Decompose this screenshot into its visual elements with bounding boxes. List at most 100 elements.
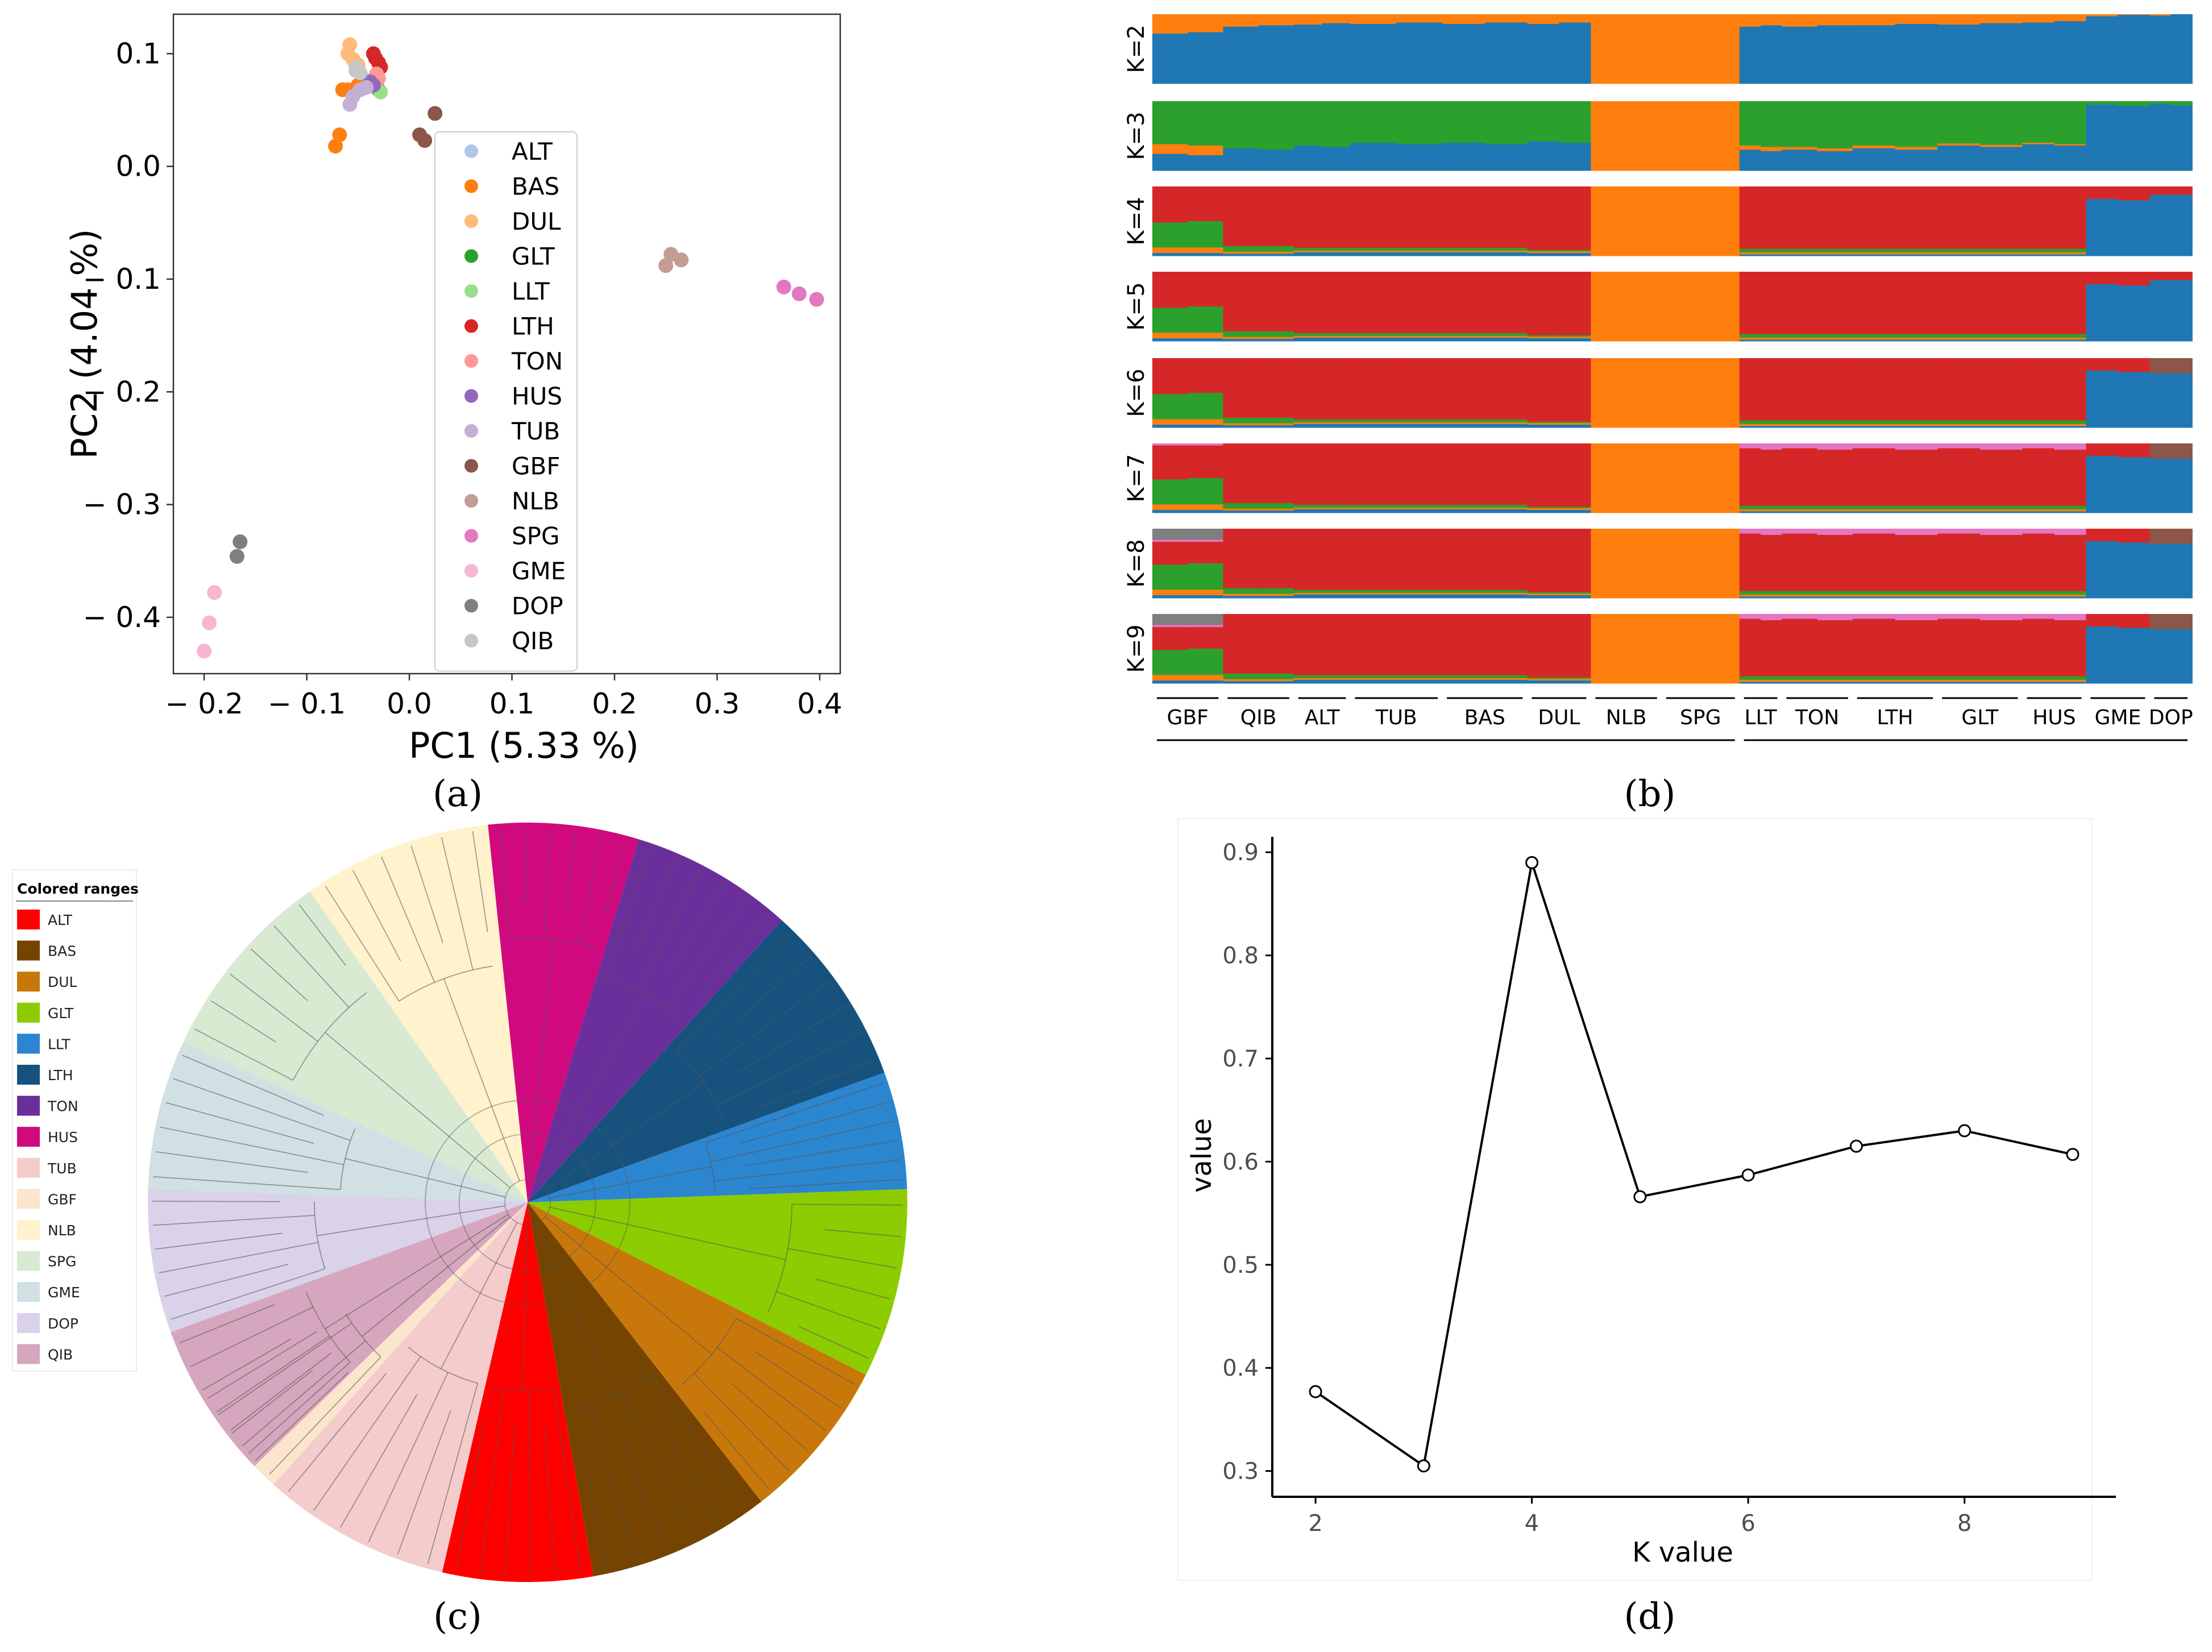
ancestry-bar-qib <box>1223 186 1259 247</box>
ancestry-bar-gme <box>2118 200 2151 256</box>
tree-stem-branch <box>405 1172 506 1198</box>
ancestry-bar-bas <box>1484 614 1528 676</box>
ancestry-bar-hus <box>2054 614 2087 621</box>
ancestry-bar-hus <box>2022 14 2055 23</box>
legend-marker-llt <box>464 284 478 298</box>
ancestry-bar-ton <box>1817 509 1853 512</box>
ancestry-bar-glt <box>1979 594 2023 597</box>
ancestry-bar-nlb <box>1626 443 1662 513</box>
tree-internal-branch <box>652 1082 705 1119</box>
admixture-row-k5 <box>1152 272 2193 342</box>
ancestry-bar-hus <box>2022 511 2055 513</box>
ancestry-bar-gbf <box>1152 529 1189 541</box>
admixture-row-k7 <box>1152 443 2193 513</box>
legend-marker-glt <box>464 249 478 263</box>
ancestry-bar-hus <box>2022 619 2055 677</box>
panel-b-admixture-plot: K=2 K=3 K=4 K=5 K=6 K=7 K=8 K=9 GBF QIB ALT TUB BAS D… <box>1123 14 2193 741</box>
ancestry-bar-bas <box>1484 594 1528 599</box>
legend-marker-ton <box>464 354 478 368</box>
tree-leaf-branch <box>153 1215 315 1226</box>
ancestry-bar-ton <box>1782 150 1818 171</box>
ancestry-bar-tub <box>1350 24 1397 84</box>
ancestry-bar-llt <box>1761 151 1783 171</box>
y-tick-label: − 0.2 <box>83 375 161 408</box>
k-row-label: K=6 <box>1123 368 1149 417</box>
ancestry-bar-alt <box>1293 614 1323 676</box>
data-point-k9 <box>2066 1148 2080 1161</box>
ancestry-bar-alt <box>1322 529 1351 591</box>
ancestry-bar-dul <box>1559 337 1592 339</box>
tree-leaf-branch <box>670 882 725 970</box>
tree-leaf-branch <box>255 1372 349 1461</box>
ancestry-bar-ton <box>1782 448 1818 507</box>
ancestry-bar-tub <box>1396 250 1443 253</box>
y-tick-label: 0.8 <box>1222 943 1259 969</box>
ancestry-bar-llt <box>1739 334 1761 338</box>
ancestry-bar-tub <box>1350 143 1397 171</box>
ancestry-bar-lth <box>1895 420 1938 425</box>
ancestry-bar-gbf <box>1152 14 1189 34</box>
ancestry-bar-dul <box>1527 592 1560 594</box>
ancestry-bar-tub <box>1396 443 1443 505</box>
ancestry-bar-gbf <box>1188 539 1224 542</box>
ancestry-bar-dul <box>1559 358 1592 422</box>
ancestry-bar-glt <box>1979 534 2023 592</box>
legend-label: HUS <box>512 383 562 410</box>
ancestry-bar-alt <box>1322 424 1351 428</box>
ancestry-bar-gbf <box>1188 510 1224 513</box>
tree-internal-branch <box>443 978 467 1037</box>
ancestry-bar-dul <box>1527 507 1560 509</box>
ancestry-bar-llt <box>1739 505 1761 510</box>
ancestry-bar-hus <box>2054 21 2087 84</box>
ancestry-bar-glt <box>1937 339 1981 342</box>
ancestry-bar-glt <box>1937 186 1981 250</box>
ancestry-bar-bas <box>1484 250 1528 253</box>
tree-leaf-branch <box>153 1176 341 1190</box>
ancestry-bar-bas <box>1484 337 1528 342</box>
panel-label-c: (c) <box>433 1596 482 1638</box>
tree-leaf-branch <box>504 1423 515 1577</box>
ancestry-bar-hus <box>2022 186 2055 250</box>
ancestry-bar-gbf <box>1188 101 1224 146</box>
ancestry-bar-gme <box>2086 101 2119 105</box>
ancestry-bar-lth <box>1895 272 1938 335</box>
ancestry-bar-dul <box>1527 680 1560 684</box>
legend-label: SPG <box>512 522 560 550</box>
ancestry-bar-llt <box>1761 337 1783 341</box>
tree-internal-branch <box>724 1246 786 1260</box>
legend-label: DUL <box>512 207 561 235</box>
legend-label: ALT <box>48 912 73 928</box>
ancestry-bar-alt <box>1322 594 1351 599</box>
ancestry-bar-hus <box>2022 424 2055 427</box>
data-point-dop <box>233 534 248 549</box>
tree-stem-branch <box>469 1222 518 1314</box>
ancestry-bar-ton <box>1782 594 1818 597</box>
ancestry-bar-gbf <box>1188 563 1224 590</box>
tree-leaf-branch <box>381 856 435 983</box>
ancestry-bar-qib <box>1223 596 1259 599</box>
tree-leaf-branch <box>731 1383 809 1452</box>
ancestry-bar-lth <box>1852 146 1896 149</box>
ancestry-bar-ton <box>1817 534 1853 592</box>
ancestry-bar-lth <box>1852 101 1896 146</box>
ancestry-bar-bas <box>1442 14 1485 24</box>
legend-swatch-llt <box>17 1033 40 1054</box>
ancestry-bar-gbf <box>1188 146 1224 156</box>
ancestry-bar-hus <box>2022 533 2055 592</box>
ancestry-bar-spg <box>1700 101 1740 171</box>
ancestry-bar-dul <box>1527 335 1560 337</box>
ancestry-bar-qib <box>1223 101 1259 149</box>
ancestry-bar-dop <box>2149 614 2172 630</box>
ancestry-bar-qib <box>1223 358 1259 418</box>
tree-leaf-branch <box>741 1101 890 1144</box>
colored-range-hus <box>488 823 639 1202</box>
ancestry-bar-glt <box>1937 679 1981 683</box>
ancestry-bar-tub <box>1396 678 1443 680</box>
ancestry-bar-ton <box>1817 420 1853 425</box>
ancestry-bar-dul <box>1527 529 1560 593</box>
ancestry-bar-lth <box>1852 426 1896 428</box>
ancestry-bar-gbf <box>1188 614 1224 626</box>
ancestry-bar-bas <box>1442 186 1485 248</box>
ancestry-bar-glt <box>1937 420 1981 425</box>
ancestry-bar-lth <box>1852 448 1896 507</box>
